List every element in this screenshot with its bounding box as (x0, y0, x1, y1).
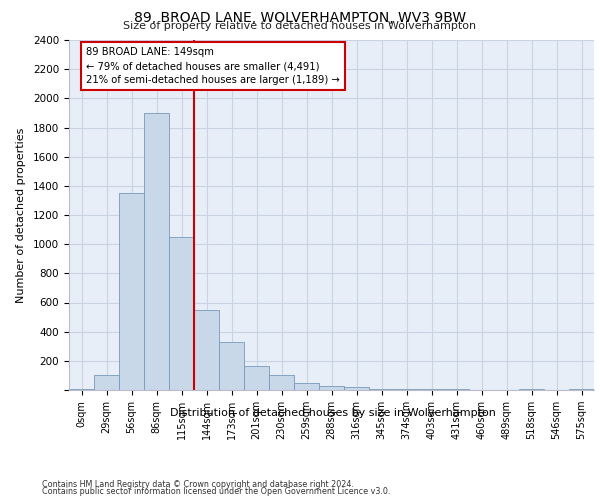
Bar (294, 382, 319, 390)
Text: Size of property relative to detached houses in Wolverhampton: Size of property relative to detached ho… (124, 21, 476, 31)
Bar (194, 310, 219, 390)
Bar (69, 388, 94, 390)
Bar (269, 376, 294, 390)
Text: 89 BROAD LANE: 149sqm
← 79% of detached houses are smaller (4,491)
21% of semi-d: 89 BROAD LANE: 149sqm ← 79% of detached … (86, 48, 340, 86)
Bar (319, 386, 344, 390)
Y-axis label: Number of detached properties: Number of detached properties (16, 128, 26, 302)
Bar (169, 237, 194, 390)
Text: Contains public sector information licensed under the Open Government Licence v3: Contains public sector information licen… (42, 487, 391, 496)
Bar (119, 193, 144, 390)
Bar (219, 342, 244, 390)
Bar (344, 387, 369, 390)
Bar (144, 113, 169, 390)
Text: Distribution of detached houses by size in Wolverhampton: Distribution of detached houses by size … (170, 408, 496, 418)
Bar (369, 388, 394, 390)
Bar (94, 376, 119, 390)
Bar (244, 366, 269, 390)
Text: 89, BROAD LANE, WOLVERHAMPTON, WV3 9BW: 89, BROAD LANE, WOLVERHAMPTON, WV3 9BW (134, 11, 466, 25)
Text: Contains HM Land Registry data © Crown copyright and database right 2024.: Contains HM Land Registry data © Crown c… (42, 480, 354, 489)
